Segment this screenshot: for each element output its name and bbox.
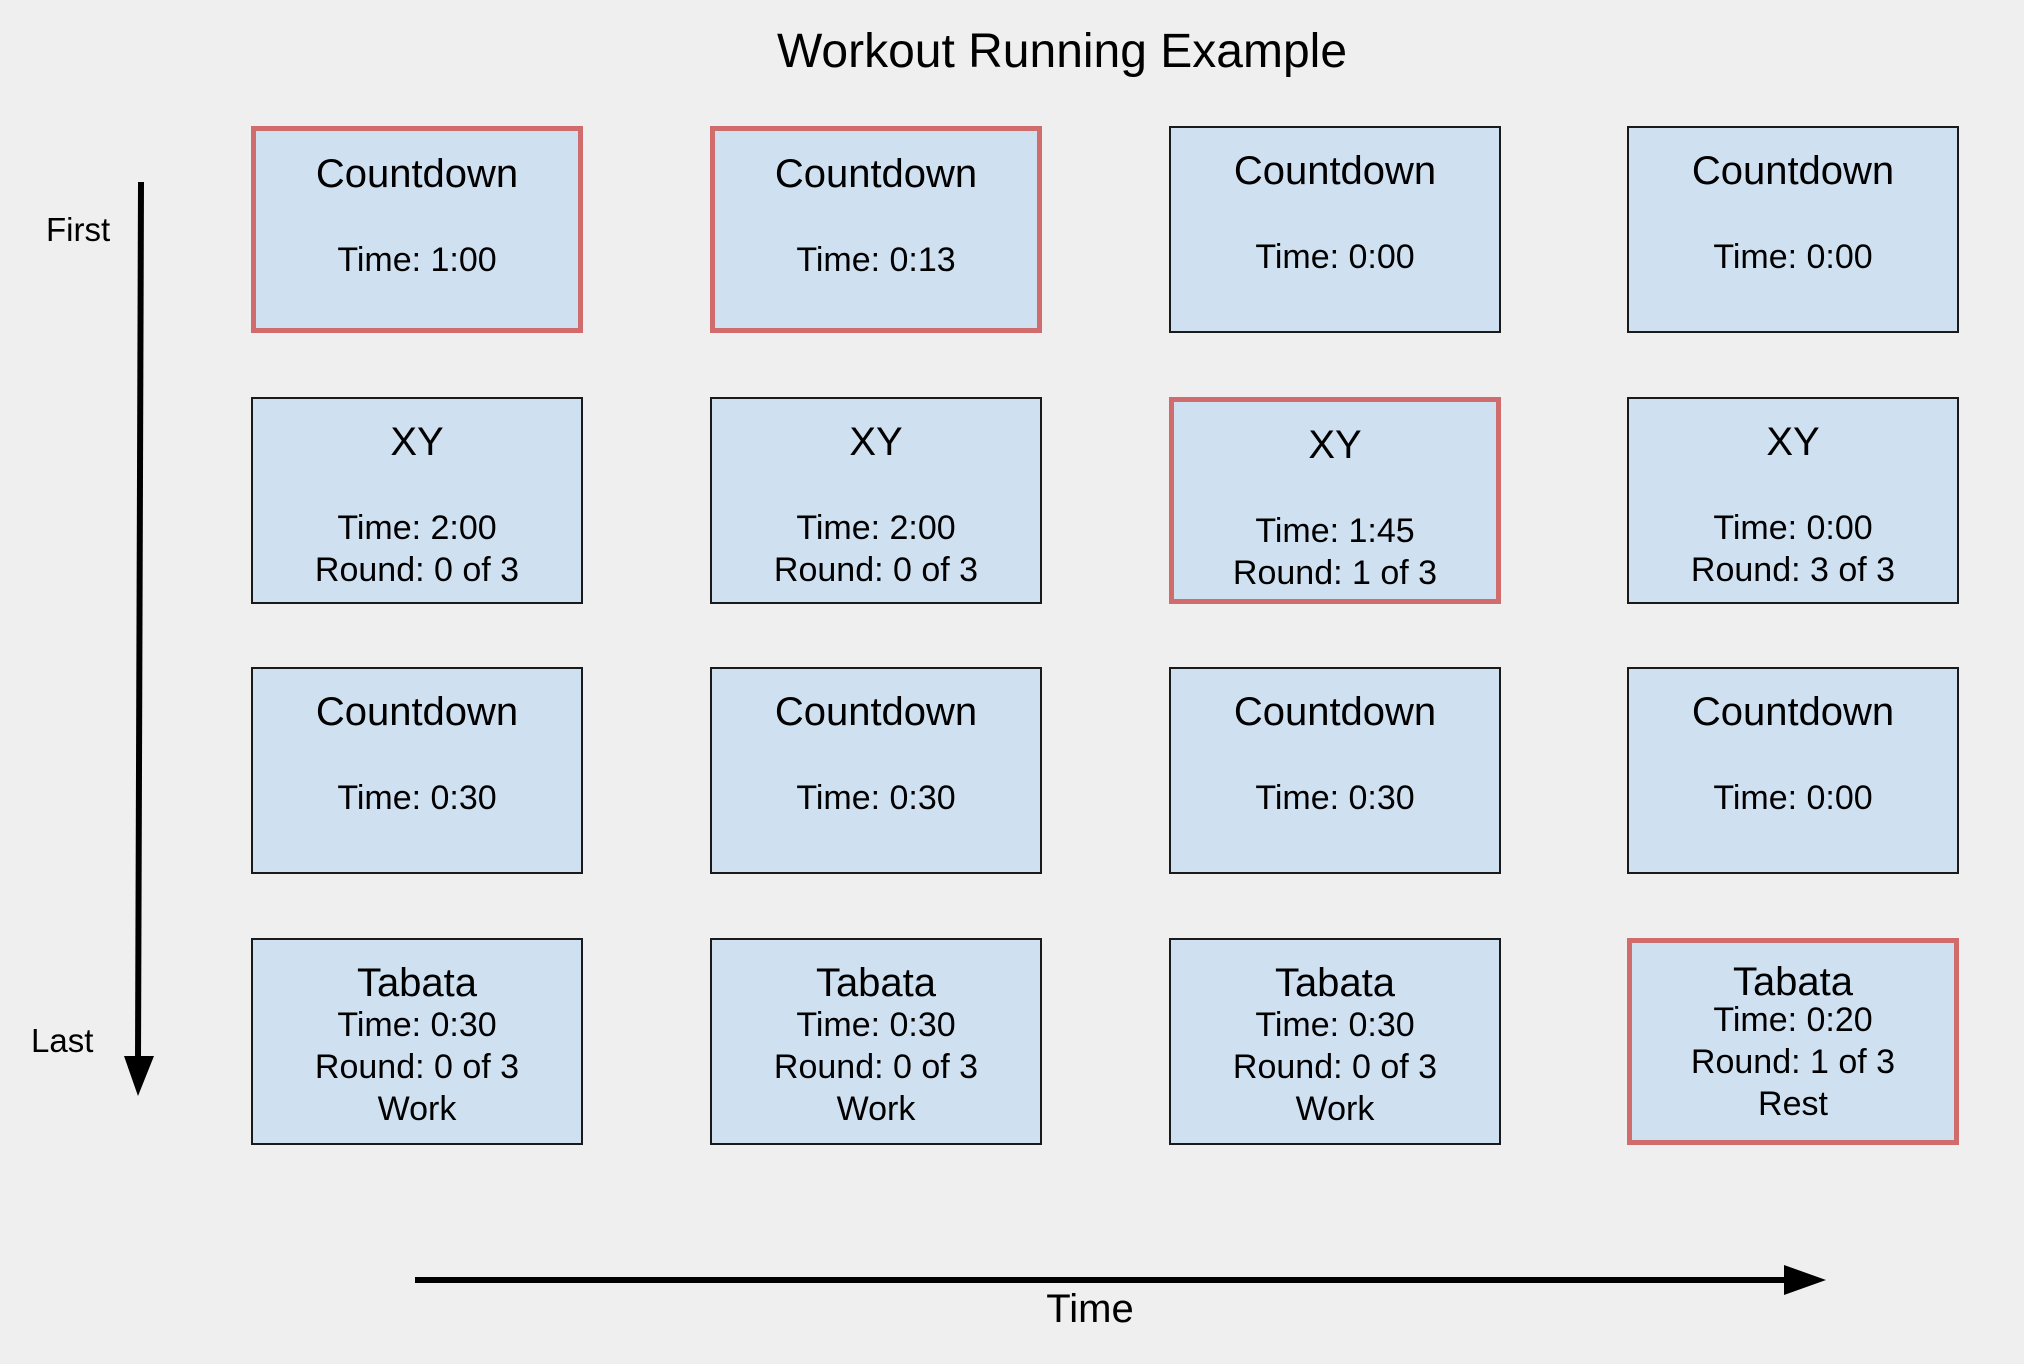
card-detail-line: Time: 0:30 [1255, 779, 1415, 817]
workout-card: Countdown Time: 0:30 [1169, 667, 1501, 874]
workout-card: XY Time: 0:00 Round: 3 of 3 [1627, 397, 1959, 604]
card-title: Countdown [1691, 690, 1895, 734]
first-label: First [46, 211, 111, 248]
card-detail-line: Work [377, 1090, 457, 1128]
card-detail-line: Time: 0:20 [1713, 1001, 1873, 1039]
card-detail-line: Round: 0 of 3 [1232, 1048, 1438, 1086]
card-title: Countdown [774, 152, 978, 196]
workout-card: Tabata Time: 0:30 Round: 0 of 3 Work [710, 938, 1042, 1145]
workout-card: Countdown Time: 0:00 [1627, 126, 1959, 333]
card-detail-line: Round: 3 of 3 [1690, 551, 1896, 589]
workout-card-active: Countdown Time: 0:13 [710, 126, 1042, 333]
workout-card-active: Tabata Time: 0:20 Round: 1 of 3 Rest [1627, 938, 1959, 1145]
workout-card-active: Countdown Time: 1:00 [251, 126, 583, 333]
card-detail-line: Time: 0:13 [796, 241, 956, 279]
workout-card: XY Time: 2:00 Round: 0 of 3 [251, 397, 583, 604]
time-axis-label: Time [1046, 1287, 1134, 1331]
card-detail-line: Time: 2:00 [337, 509, 497, 547]
card-detail-line: Round: 0 of 3 [314, 1048, 520, 1086]
workout-card: Countdown Time: 0:30 [251, 667, 583, 874]
card-detail-line: Time: 1:45 [1255, 512, 1415, 550]
workout-card: Countdown Time: 0:00 [1627, 667, 1959, 874]
horizontal-time-arrow [415, 1265, 1826, 1295]
last-label: Last [31, 1022, 94, 1059]
card-detail-line: Time: 0:00 [1713, 238, 1873, 276]
workout-card: Tabata Time: 0:30 Round: 0 of 3 Work [1169, 938, 1501, 1145]
card-title: XY [849, 420, 903, 464]
card-title: XY [1766, 420, 1820, 464]
card-detail-line: Rest [1758, 1085, 1828, 1123]
card-title: Countdown [1233, 690, 1437, 734]
card-title: Countdown [1691, 149, 1895, 193]
card-detail-line: Time: 0:30 [337, 779, 497, 817]
card-detail-line: Time: 0:00 [1713, 779, 1873, 817]
card-detail-line: Time: 1:00 [337, 241, 497, 279]
card-detail-line: Work [1295, 1090, 1375, 1128]
card-detail-line: Round: 0 of 3 [773, 551, 979, 589]
card-detail-line: Work [836, 1090, 916, 1128]
card-title: Countdown [1233, 149, 1437, 193]
workout-card: XY Time: 2:00 Round: 0 of 3 [710, 397, 1042, 604]
card-detail-line: Round: 0 of 3 [773, 1048, 979, 1086]
card-detail-line: Round: 1 of 3 [1690, 1043, 1896, 1081]
card-title: XY [390, 420, 444, 464]
card-detail-line: Round: 0 of 3 [314, 551, 520, 589]
card-detail-line: Round: 1 of 3 [1232, 554, 1438, 592]
card-title: Countdown [315, 690, 519, 734]
workout-card: Tabata Time: 0:30 Round: 0 of 3 Work [251, 938, 583, 1145]
card-title: Countdown [315, 152, 519, 196]
card-detail-line: Time: 0:30 [1255, 1006, 1415, 1044]
card-detail-line: Time: 0:30 [796, 1006, 956, 1044]
diagram-title: Workout Running Example [776, 25, 1348, 78]
workout-card-active: XY Time: 1:45 Round: 1 of 3 [1169, 397, 1501, 604]
card-title: Countdown [774, 690, 978, 734]
card-title: Tabata [1732, 960, 1854, 1004]
card-title: Tabata [1274, 961, 1396, 1005]
card-title: XY [1308, 423, 1362, 467]
card-detail-line: Time: 2:00 [796, 509, 956, 547]
workout-card: Countdown Time: 0:30 [710, 667, 1042, 874]
card-title: Tabata [815, 961, 937, 1005]
card-detail-line: Time: 0:30 [337, 1006, 497, 1044]
card-title: Tabata [356, 961, 478, 1005]
card-detail-line: Time: 0:30 [796, 779, 956, 817]
workout-card: Countdown Time: 0:00 [1169, 126, 1501, 333]
card-detail-line: Time: 0:00 [1713, 509, 1873, 547]
vertical-order-arrow [124, 181, 154, 1096]
card-detail-line: Time: 0:00 [1255, 238, 1415, 276]
